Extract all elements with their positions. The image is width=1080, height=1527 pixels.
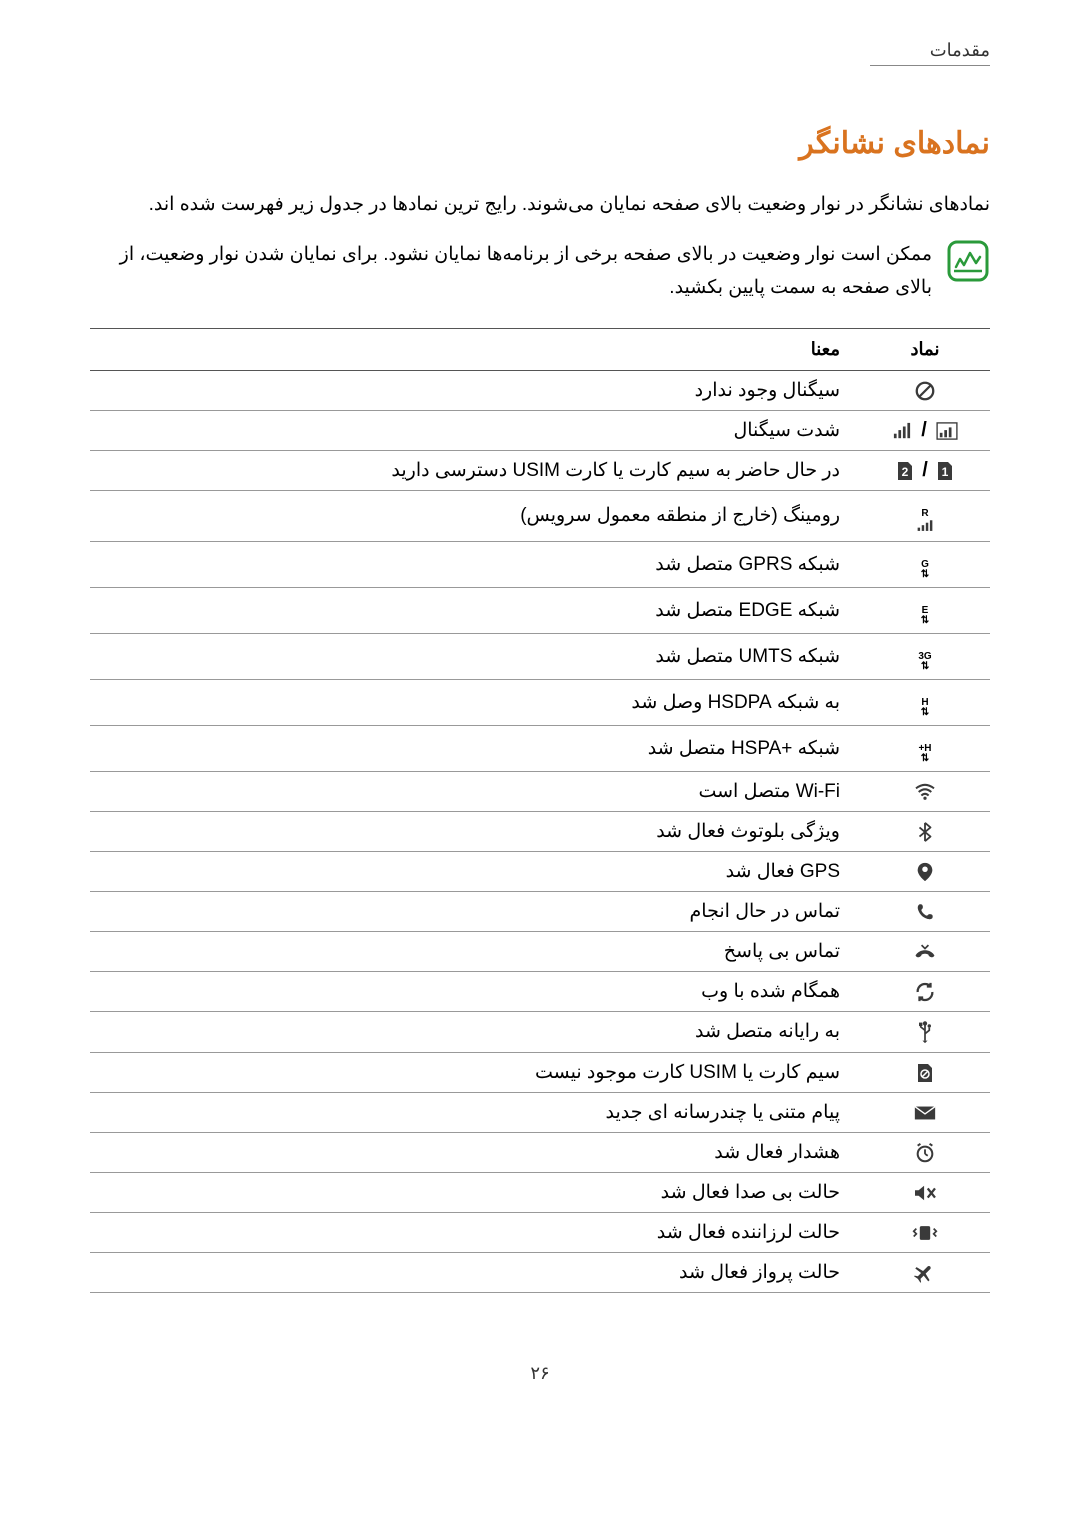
- missed-call-icon: [860, 931, 990, 971]
- indicator-table: نماد معنا سیگنال وجود ندارد / شدت سیگنال: [90, 328, 990, 1293]
- meaning: همگام شده با وب: [90, 971, 860, 1011]
- header-label: مقدمات: [90, 40, 990, 61]
- meaning: GPS فعال شد: [90, 851, 860, 891]
- meaning: حالت بی صدا فعال شد: [90, 1172, 860, 1212]
- table-row: 1 / 2 در حال حاضر به سیم کارت یا کارت US…: [90, 450, 990, 490]
- meaning: هشدار فعال شد: [90, 1132, 860, 1172]
- meaning: شبکه GPRS متصل شد: [90, 541, 860, 587]
- meaning: رومینگ (خارج از منطقه معمول سرویس): [90, 490, 860, 541]
- sync-icon: [860, 971, 990, 1011]
- sim-access-icon: 1 / 2: [860, 450, 990, 490]
- meaning: شدت سیگنال: [90, 410, 860, 450]
- table-row: R رومینگ (خارج از منطقه معمول سرویس): [90, 490, 990, 541]
- col-header-icon: نماد: [860, 328, 990, 370]
- meaning: به شبکه HSDPA وصل شد: [90, 679, 860, 725]
- table-row: GPS فعال شد: [90, 851, 990, 891]
- table-row: حالت بی صدا فعال شد: [90, 1172, 990, 1212]
- intro-text: نمادهای نشانگر در نوار وضعیت بالای صفحه …: [90, 189, 990, 221]
- meaning: سیم کارت یا USIM کارت موجود نیست: [90, 1052, 860, 1092]
- meaning: حالت لرزاننده فعال شد: [90, 1212, 860, 1252]
- table-row: H+⇅ شبکه +HSPA متصل شد: [90, 725, 990, 771]
- table-row: هشدار فعال شد: [90, 1132, 990, 1172]
- umts-icon: 3G⇅: [860, 633, 990, 679]
- table-row: پیام متنی یا چندرسانه ای جدید: [90, 1092, 990, 1132]
- roaming-icon: R: [860, 490, 990, 541]
- meaning: پیام متنی یا چندرسانه ای جدید: [90, 1092, 860, 1132]
- table-row: حالت لرزاننده فعال شد: [90, 1212, 990, 1252]
- meaning: شبکه UMTS متصل شد: [90, 633, 860, 679]
- table-row: ویژگی بلوتوث فعال شد: [90, 811, 990, 851]
- svg-text:2: 2: [901, 465, 908, 479]
- gps-icon: [860, 851, 990, 891]
- table-row: Wi-Fi متصل است: [90, 771, 990, 811]
- table-row: E⇅ شبکه EDGE متصل شد: [90, 587, 990, 633]
- vibrate-icon: [860, 1212, 990, 1252]
- table-header-row: نماد معنا: [90, 328, 990, 370]
- usb-icon: [860, 1011, 990, 1052]
- no-sim-icon: [860, 1052, 990, 1092]
- meaning: سیگنال وجود ندارد: [90, 370, 860, 410]
- meaning: در حال حاضر به سیم کارت یا کارت USIM دست…: [90, 450, 860, 490]
- meaning: شبکه +HSPA متصل شد: [90, 725, 860, 771]
- table-row: همگام شده با وب: [90, 971, 990, 1011]
- meaning: ویژگی بلوتوث فعال شد: [90, 811, 860, 851]
- table-row: تماس در حال انجام: [90, 891, 990, 931]
- table-row: به رایانه متصل شد: [90, 1011, 990, 1052]
- svg-text:1: 1: [942, 465, 949, 479]
- note-text: ممکن است نوار وضعیت در بالای صفحه برخی ا…: [90, 239, 932, 304]
- wifi-icon: [860, 771, 990, 811]
- table-row: حالت پرواز فعال شد: [90, 1252, 990, 1292]
- airplane-icon: [860, 1252, 990, 1292]
- table-row: / شدت سیگنال: [90, 410, 990, 450]
- message-icon: [860, 1092, 990, 1132]
- call-icon: [860, 891, 990, 931]
- table-row: 3G⇅ شبکه UMTS متصل شد: [90, 633, 990, 679]
- page-number: ۲۶: [90, 1363, 990, 1384]
- hsdpa-icon: H⇅: [860, 679, 990, 725]
- note-block: ممکن است نوار وضعیت در بالای صفحه برخی ا…: [90, 239, 990, 304]
- table-row: تماس بی پاسخ: [90, 931, 990, 971]
- table-row: سیم کارت یا USIM کارت موجود نیست: [90, 1052, 990, 1092]
- meaning: شبکه EDGE متصل شد: [90, 587, 860, 633]
- meaning: حالت پرواز فعال شد: [90, 1252, 860, 1292]
- signal-strength-icon: /: [860, 410, 990, 450]
- col-header-meaning: معنا: [90, 328, 860, 370]
- table-row: سیگنال وجود ندارد: [90, 370, 990, 410]
- alarm-icon: [860, 1132, 990, 1172]
- page-title: نمادهای نشانگر: [90, 126, 990, 161]
- bluetooth-icon: [860, 811, 990, 851]
- edge-icon: E⇅: [860, 587, 990, 633]
- mute-icon: [860, 1172, 990, 1212]
- no-signal-icon: [860, 370, 990, 410]
- table-row: G⇅ شبکه GPRS متصل شد: [90, 541, 990, 587]
- meaning: تماس در حال انجام: [90, 891, 860, 931]
- note-icon: [946, 239, 990, 283]
- meaning: به رایانه متصل شد: [90, 1011, 860, 1052]
- meaning: Wi-Fi متصل است: [90, 771, 860, 811]
- gprs-icon: G⇅: [860, 541, 990, 587]
- meaning: تماس بی پاسخ: [90, 931, 860, 971]
- table-row: H⇅ به شبکه HSDPA وصل شد: [90, 679, 990, 725]
- header-rule: [870, 65, 990, 66]
- hspa-plus-icon: H+⇅: [860, 725, 990, 771]
